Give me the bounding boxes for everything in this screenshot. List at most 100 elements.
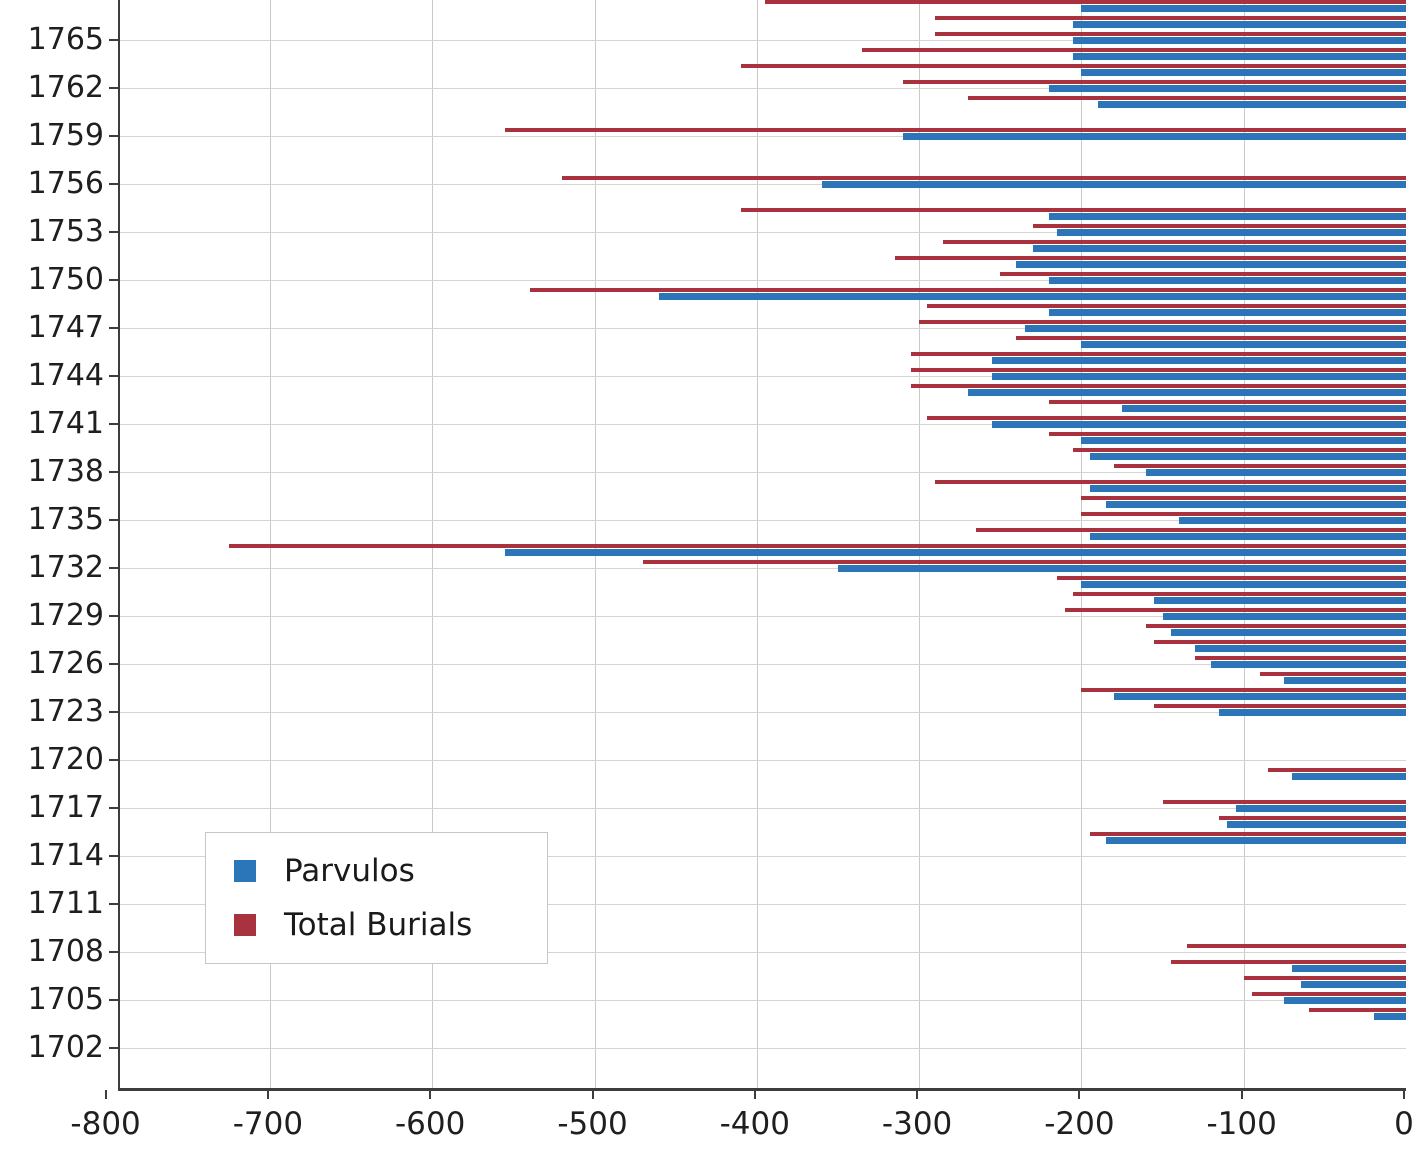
horizontal-gridline xyxy=(120,136,1406,137)
bar-parvulos xyxy=(992,373,1406,380)
bar-parvulos xyxy=(1284,997,1406,1004)
x-tick-mark xyxy=(104,1090,107,1099)
bar-parvulos xyxy=(821,181,1406,188)
y-tick-label: 1762 xyxy=(27,70,104,105)
bar-total-burials xyxy=(1259,672,1406,676)
bar-total-burials xyxy=(529,288,1406,292)
bar-total-burials xyxy=(1170,960,1406,964)
legend-item-parvulos: Parvulos xyxy=(234,853,519,889)
bar-parvulos xyxy=(1089,453,1406,460)
y-tick-label: 1726 xyxy=(27,646,104,681)
bar-total-burials xyxy=(1081,496,1406,500)
bar-parvulos xyxy=(1032,245,1406,252)
bar-total-burials xyxy=(1162,800,1406,804)
bar-parvulos xyxy=(1081,581,1406,588)
bar-parvulos xyxy=(1195,645,1406,652)
bar-parvulos xyxy=(1162,613,1406,620)
y-tick-mark xyxy=(109,39,118,41)
bar-total-burials xyxy=(919,320,1406,324)
bar-total-burials xyxy=(1154,640,1406,644)
horizontal-gridline xyxy=(120,376,1406,377)
y-tick-mark xyxy=(109,759,118,761)
bar-parvulos xyxy=(1073,37,1406,44)
y-tick-label: 1729 xyxy=(27,598,104,633)
bar-total-burials xyxy=(927,304,1406,308)
horizontal-gridline xyxy=(120,616,1406,617)
horizontal-gridline xyxy=(120,184,1406,185)
y-tick-label: 1735 xyxy=(27,502,104,537)
horizontal-gridline xyxy=(120,280,1406,281)
bar-total-burials xyxy=(1186,944,1406,948)
bar-total-burials xyxy=(1073,592,1406,596)
bar-total-burials xyxy=(927,416,1406,420)
bar-parvulos xyxy=(902,133,1406,140)
x-tick-mark xyxy=(1078,1090,1081,1099)
bar-total-burials xyxy=(1073,448,1406,452)
bar-parvulos xyxy=(1057,229,1406,236)
bar-parvulos xyxy=(1211,661,1406,668)
y-tick-mark xyxy=(109,231,118,233)
y-tick-label: 1711 xyxy=(27,886,104,921)
bar-total-burials xyxy=(740,208,1406,212)
bar-parvulos xyxy=(1048,309,1406,316)
y-tick-label: 1738 xyxy=(27,454,104,489)
bar-total-burials xyxy=(910,352,1406,356)
bar-parvulos xyxy=(1292,773,1406,780)
bar-total-burials xyxy=(1268,768,1406,772)
bar-parvulos xyxy=(659,293,1406,300)
bar-total-burials xyxy=(740,64,1406,68)
x-tick-mark xyxy=(591,1090,594,1099)
x-tick-label: 0 xyxy=(1394,1106,1414,1142)
horizontal-gridline xyxy=(120,424,1406,425)
bar-total-burials xyxy=(935,16,1406,20)
x-tick-label: -100 xyxy=(1206,1106,1277,1142)
y-tick-mark xyxy=(109,999,118,1001)
bar-parvulos xyxy=(1154,597,1406,604)
legend-item-total-burials: Total Burials xyxy=(234,907,519,943)
x-tick-label: -600 xyxy=(395,1106,466,1142)
bar-total-burials xyxy=(643,560,1406,564)
bar-parvulos xyxy=(1073,53,1406,60)
bar-parvulos xyxy=(992,357,1406,364)
bar-total-burials xyxy=(1146,624,1406,628)
bar-total-burials xyxy=(1081,688,1406,692)
bar-parvulos xyxy=(1048,213,1406,220)
bar-parvulos xyxy=(1235,805,1406,812)
x-tick-label: -200 xyxy=(1044,1106,1115,1142)
bar-total-burials xyxy=(1113,464,1406,468)
bar-parvulos xyxy=(1146,469,1406,476)
bar-parvulos xyxy=(1227,821,1406,828)
bar-parvulos xyxy=(1081,69,1406,76)
bar-total-burials xyxy=(1016,336,1406,340)
y-tick-label: 1714 xyxy=(27,838,104,873)
y-tick-mark xyxy=(109,375,118,377)
bar-total-burials xyxy=(1032,224,1406,228)
x-tick-mark xyxy=(916,1090,919,1099)
bar-total-burials xyxy=(1251,992,1406,996)
x-tick-label: -400 xyxy=(719,1106,790,1142)
bar-parvulos xyxy=(837,565,1406,572)
bar-parvulos xyxy=(1048,85,1406,92)
bar-parvulos xyxy=(1016,261,1406,268)
bar-parvulos xyxy=(992,421,1406,428)
y-tick-label: 1708 xyxy=(27,934,104,969)
bar-total-burials xyxy=(910,368,1406,372)
y-tick-mark xyxy=(109,423,118,425)
y-tick-label: 1744 xyxy=(27,358,104,393)
y-tick-label: 1765 xyxy=(27,22,104,57)
x-tick-label: -500 xyxy=(557,1106,628,1142)
x-tick-label: -700 xyxy=(232,1106,304,1142)
bar-total-burials xyxy=(902,80,1406,84)
y-tick-label: 1753 xyxy=(27,214,104,249)
y-tick-mark xyxy=(109,807,118,809)
horizontal-gridline xyxy=(120,904,1406,905)
horizontal-gridline xyxy=(120,1048,1406,1049)
y-tick-mark xyxy=(109,951,118,953)
bar-total-burials xyxy=(894,256,1406,260)
bar-parvulos xyxy=(1097,101,1406,108)
bar-parvulos xyxy=(1048,277,1406,284)
bar-parvulos xyxy=(1170,629,1406,636)
bar-total-burials xyxy=(229,544,1406,548)
bar-total-burials xyxy=(1243,976,1406,980)
